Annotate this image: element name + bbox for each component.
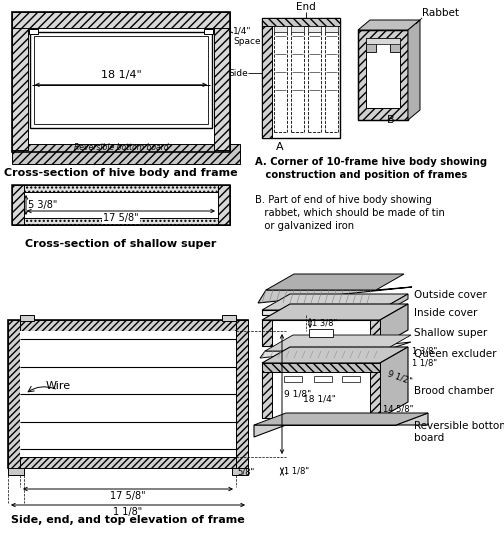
Text: Cross-section of hive body and frame: Cross-section of hive body and frame — [4, 168, 238, 178]
Bar — [314, 376, 332, 382]
Bar — [8, 320, 20, 468]
Text: Rabbet: Rabbet — [422, 8, 459, 18]
Bar — [12, 185, 230, 225]
Bar — [262, 320, 380, 346]
Bar — [8, 457, 248, 468]
Text: Wire: Wire — [46, 381, 71, 391]
Polygon shape — [262, 294, 408, 310]
Bar — [358, 30, 408, 120]
Bar — [284, 376, 302, 382]
Text: Brood chamber: Brood chamber — [414, 386, 494, 396]
Bar — [222, 315, 236, 321]
Bar — [309, 329, 333, 337]
Polygon shape — [380, 294, 408, 315]
Text: 9 1/2": 9 1/2" — [387, 369, 413, 386]
Polygon shape — [262, 304, 408, 320]
Polygon shape — [358, 20, 420, 30]
Text: A. Corner of 10-frame hive body showing
   construction and position of frames: A. Corner of 10-frame hive body showing … — [255, 157, 487, 180]
Bar — [29, 29, 38, 34]
Bar — [214, 28, 230, 150]
Polygon shape — [408, 20, 420, 120]
Text: Inside cover: Inside cover — [414, 307, 477, 317]
Bar — [308, 26, 321, 32]
Text: 1/4"
Space: 1/4" Space — [233, 26, 261, 46]
Text: 1 3/8": 1 3/8" — [312, 319, 337, 327]
Polygon shape — [266, 274, 404, 290]
Bar — [262, 320, 272, 346]
Bar — [274, 26, 287, 32]
Bar — [24, 192, 218, 218]
Text: A: A — [276, 142, 284, 152]
Bar — [12, 144, 240, 164]
Text: Outside cover: Outside cover — [414, 290, 487, 300]
Text: 1 3/8": 1 3/8" — [412, 347, 437, 356]
Polygon shape — [254, 413, 428, 437]
Text: Queen excluder: Queen excluder — [414, 348, 496, 358]
Text: 1 1/8": 1 1/8" — [284, 467, 309, 476]
Polygon shape — [380, 347, 408, 418]
Bar — [8, 320, 248, 331]
Bar — [8, 320, 248, 468]
Text: B: B — [387, 115, 395, 125]
Bar — [24, 185, 218, 192]
Text: Reversible bottom
board: Reversible bottom board — [414, 421, 504, 443]
Bar — [366, 38, 376, 52]
Text: 5/8": 5/8" — [237, 468, 254, 476]
Bar — [342, 376, 360, 382]
Bar — [204, 29, 213, 34]
Text: Side, end, and top elevation of frame: Side, end, and top elevation of frame — [11, 515, 245, 525]
Bar — [232, 468, 248, 475]
Bar — [325, 26, 338, 32]
Bar — [262, 363, 272, 418]
Bar — [8, 468, 24, 475]
Bar — [262, 18, 340, 26]
Bar — [236, 320, 248, 468]
Text: 17 5/8": 17 5/8" — [103, 213, 139, 223]
Text: Reversible bottom board: Reversible bottom board — [74, 142, 168, 151]
Bar — [12, 185, 24, 225]
Bar — [20, 331, 236, 457]
Bar — [20, 315, 34, 321]
Bar — [366, 38, 400, 44]
Text: 18 1/4": 18 1/4" — [302, 394, 336, 403]
Text: 17 5/8": 17 5/8" — [110, 491, 146, 501]
Bar — [291, 26, 304, 32]
Polygon shape — [380, 304, 408, 346]
Bar — [12, 28, 28, 150]
Bar — [262, 18, 340, 138]
Bar — [358, 30, 408, 120]
Bar — [370, 363, 380, 418]
Bar — [34, 36, 208, 124]
Bar — [12, 12, 230, 152]
Text: 14 5/8": 14 5/8" — [383, 404, 413, 413]
Bar — [262, 363, 380, 418]
Bar — [262, 363, 380, 372]
Polygon shape — [254, 413, 428, 425]
Bar — [370, 320, 380, 346]
Bar — [262, 310, 380, 315]
Bar — [218, 185, 230, 225]
Text: Shallow super: Shallow super — [414, 328, 487, 338]
Polygon shape — [262, 347, 408, 363]
Bar — [12, 12, 230, 28]
Text: 1 1/8": 1 1/8" — [113, 507, 143, 517]
Text: B. Part of end of hive body showing
   rabbet, which should be made of tin
   or: B. Part of end of hive body showing rabb… — [255, 195, 445, 232]
Bar — [24, 218, 218, 225]
Polygon shape — [258, 287, 412, 303]
Text: 18 1/4": 18 1/4" — [101, 70, 142, 80]
Text: Side: Side — [228, 69, 248, 78]
Polygon shape — [260, 342, 411, 358]
Polygon shape — [265, 335, 411, 351]
Bar — [262, 18, 272, 138]
Bar — [366, 38, 400, 108]
Text: 9 1/8": 9 1/8" — [284, 389, 311, 398]
Text: End: End — [296, 2, 316, 12]
Bar — [30, 32, 212, 128]
Text: 5 3/8": 5 3/8" — [28, 200, 57, 210]
Text: 1 1/8": 1 1/8" — [412, 359, 437, 368]
Text: Cross-section of shallow super: Cross-section of shallow super — [25, 239, 217, 249]
Bar — [390, 38, 400, 52]
